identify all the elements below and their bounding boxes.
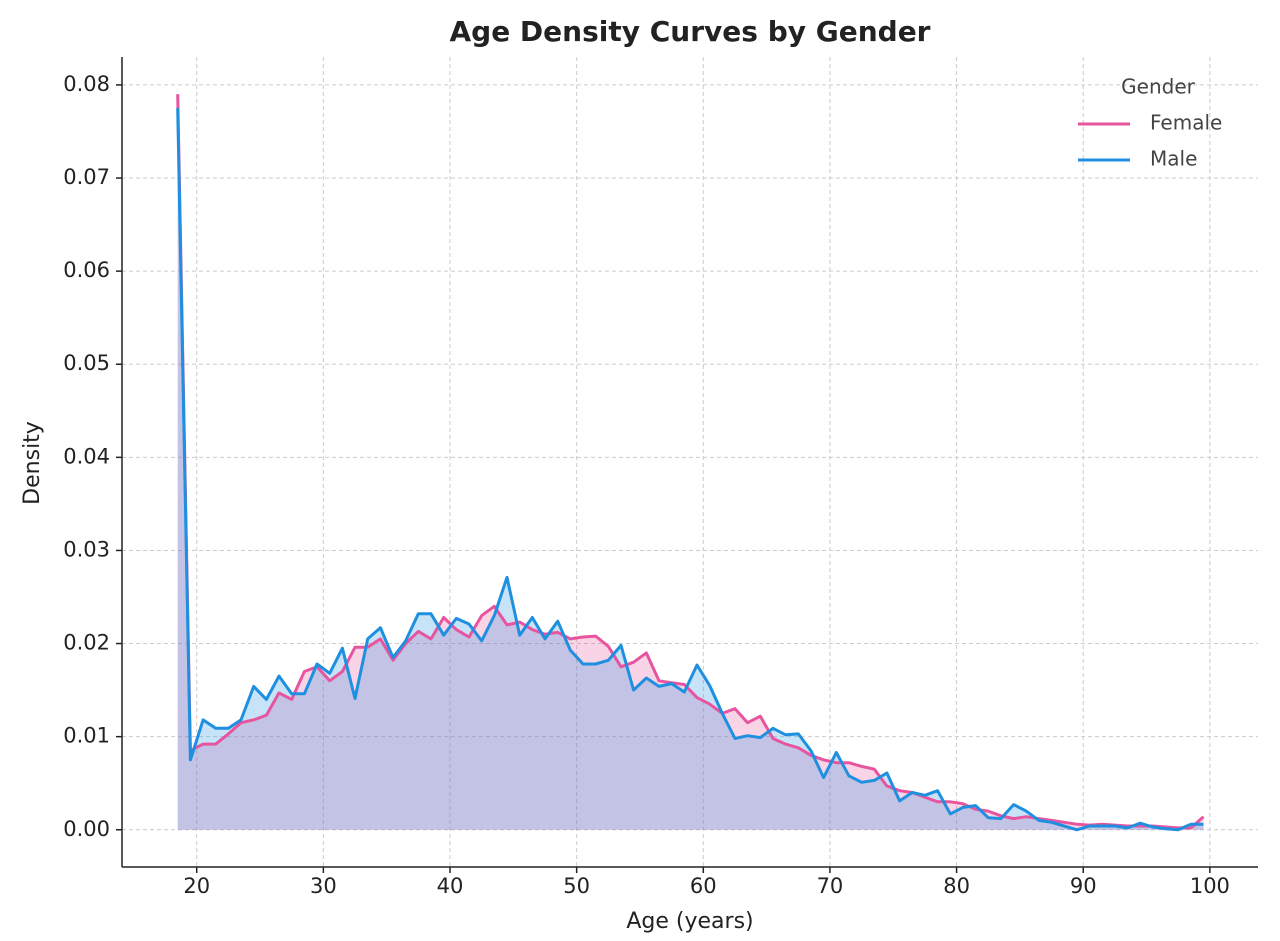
- area-fill: [177, 94, 1204, 830]
- y-tick-label: 0.03: [63, 537, 110, 561]
- y-tick-label: 0.01: [63, 724, 110, 748]
- legend-label: Male: [1150, 147, 1197, 171]
- y-tick-label: 0.05: [63, 351, 110, 375]
- x-tick-label: 40: [437, 874, 464, 898]
- x-tick-label: 60: [690, 874, 717, 898]
- area-fill: [177, 108, 1204, 830]
- x-tick-label: 100: [1190, 874, 1230, 898]
- legend-title: Gender: [1121, 75, 1195, 99]
- x-tick-label: 50: [563, 874, 590, 898]
- x-tick-label: 90: [1070, 874, 1097, 898]
- y-tick-label: 0.02: [63, 631, 110, 655]
- y-tick-label: 0.06: [63, 258, 110, 282]
- chart-title: Age Density Curves by Gender: [449, 15, 930, 48]
- y-tick-label: 0.04: [63, 444, 110, 468]
- x-tick-label: 80: [943, 874, 970, 898]
- density-line: [176, 94, 1205, 830]
- y-axis-label: Density: [20, 421, 45, 505]
- y-tick-label: 0.08: [63, 72, 110, 96]
- x-axis-label: Age (years): [626, 909, 753, 934]
- x-tick-label: 20: [183, 874, 210, 898]
- x-tick-label: 70: [817, 874, 844, 898]
- y-tick-label: 0.07: [63, 165, 110, 189]
- legend-label: Female: [1150, 111, 1222, 135]
- y-tick-label: 0.00: [63, 817, 110, 841]
- x-tick-label: 30: [310, 874, 337, 898]
- density-line: [176, 108, 1204, 832]
